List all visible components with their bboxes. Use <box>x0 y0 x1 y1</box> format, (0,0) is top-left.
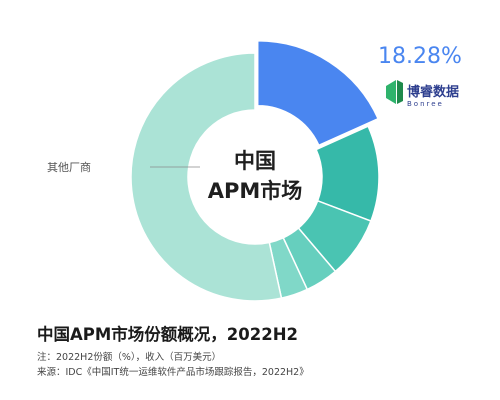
bonree-logo-name: 博睿数据 <box>407 84 459 100</box>
chart-source: 来源：IDC《中国IT统一运维软件产品市场跟踪报告，2022H2》 <box>37 367 309 378</box>
chart-note: 注：2022H2份额（%），收入（百万美元） <box>37 352 222 363</box>
bonree-logo: 博睿数据 Bonree <box>386 80 459 108</box>
donut-slice-5 <box>130 52 283 302</box>
donut-slices <box>130 40 380 302</box>
bonree-logo-mark <box>386 80 403 104</box>
bonree-logo-subtext: Bonree <box>407 100 444 108</box>
center-label-line-2: APM市场 <box>208 179 303 203</box>
center-label-line-1: 中国 <box>234 149 276 173</box>
highlight-slice-value-label: 18.28% <box>378 44 462 69</box>
chart-title: 中国APM市场份额概况，2022H2 <box>37 325 298 344</box>
donut-slice-highlight <box>256 40 380 147</box>
other-vendors-label: 其他厂商 <box>47 160 91 174</box>
donut-chart: 中国 APM市场 18.28% 博睿数据 Bonree 其他厂商 <box>47 40 462 302</box>
